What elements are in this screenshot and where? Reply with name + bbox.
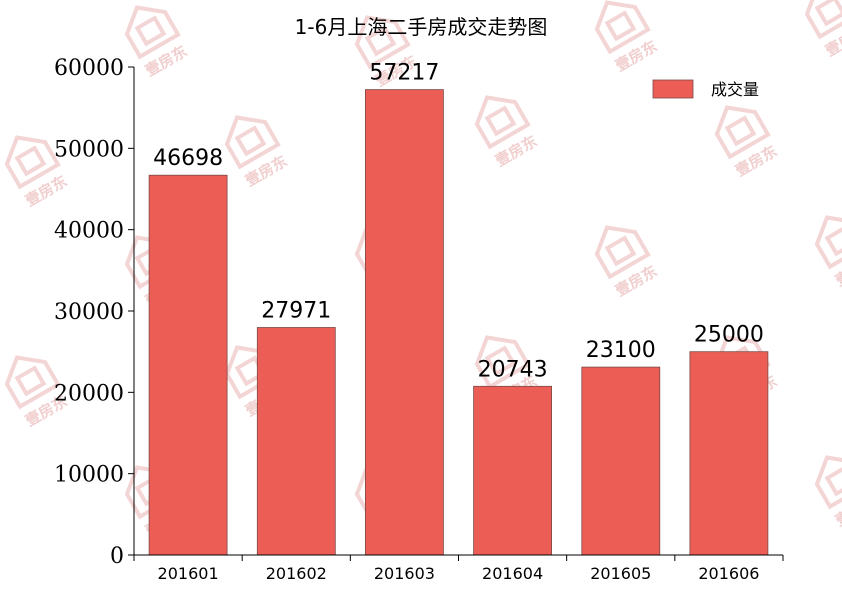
y-tick-label-10000: 10000 xyxy=(54,463,124,488)
data-label-201606: 25000 xyxy=(694,323,764,348)
watermark-text: 壹房东 xyxy=(832,492,842,530)
bars-group xyxy=(148,89,769,556)
x-tick-label-201605: 201605 xyxy=(590,564,651,583)
watermark-logo-icon: 壹房东 xyxy=(714,105,780,180)
watermark-logo-icon: 壹房东 xyxy=(594,225,660,300)
bar-201603 xyxy=(364,89,444,556)
y-tick-label-40000: 40000 xyxy=(54,219,124,244)
watermark-logo-icon: 壹房东 xyxy=(124,5,190,80)
watermark-logo-icon: 壹房东 xyxy=(804,0,842,60)
bar-201605 xyxy=(581,366,661,556)
watermark-logo-icon: 壹房东 xyxy=(474,95,540,170)
x-tick-label-201602: 201602 xyxy=(266,564,327,583)
bar-201601 xyxy=(148,174,228,556)
watermark-text: 壹房东 xyxy=(242,152,290,190)
y-tick-label-50000: 50000 xyxy=(54,137,124,162)
y-tick-label-60000: 60000 xyxy=(54,56,124,81)
data-label-201604: 20743 xyxy=(478,357,548,382)
bar-201602 xyxy=(256,327,336,556)
legend-label: 成交量 xyxy=(711,80,759,99)
watermark-logo-icon: 壹房东 xyxy=(814,215,842,290)
data-label-201605: 23100 xyxy=(586,338,656,363)
x-tick-label-201604: 201604 xyxy=(482,564,543,583)
x-tick-label-201603: 201603 xyxy=(374,564,435,583)
watermark-text: 壹房东 xyxy=(492,132,540,170)
data-label-201602: 27971 xyxy=(261,299,331,324)
data-labels-group: 46698 27971 57217 20743 23100 25000 xyxy=(153,61,764,383)
y-tick-label-0: 0 xyxy=(110,544,124,569)
y-tick-label-30000: 30000 xyxy=(54,300,124,325)
watermark-text: 壹房东 xyxy=(832,252,842,290)
x-tick-label-201606: 201606 xyxy=(698,564,759,583)
watermark-text: 壹房东 xyxy=(612,37,660,75)
watermark-text: 壹房东 xyxy=(732,142,780,180)
watermark-text: 壹房东 xyxy=(22,172,70,210)
data-label-201603: 57217 xyxy=(369,61,439,86)
chart-title: 1-6月上海二手房成交走势图 xyxy=(295,15,548,39)
bar-201606 xyxy=(689,351,769,556)
x-tick-label-201601: 201601 xyxy=(158,564,219,583)
legend-swatch xyxy=(652,79,694,99)
watermark-text: 壹房东 xyxy=(612,262,660,300)
watermark-logo-icon: 壹房东 xyxy=(594,0,660,75)
data-label-201601: 46698 xyxy=(153,146,223,171)
y-tick-label-20000: 20000 xyxy=(54,381,124,406)
bar-201604 xyxy=(473,385,553,556)
watermark-text: 壹房东 xyxy=(142,42,190,80)
legend: 成交量 xyxy=(652,79,759,99)
watermark-logo-icon: 壹房东 xyxy=(814,455,842,530)
axes-group: 201601 201602 201603 201604 201605 201606 0 100… xyxy=(54,56,784,583)
